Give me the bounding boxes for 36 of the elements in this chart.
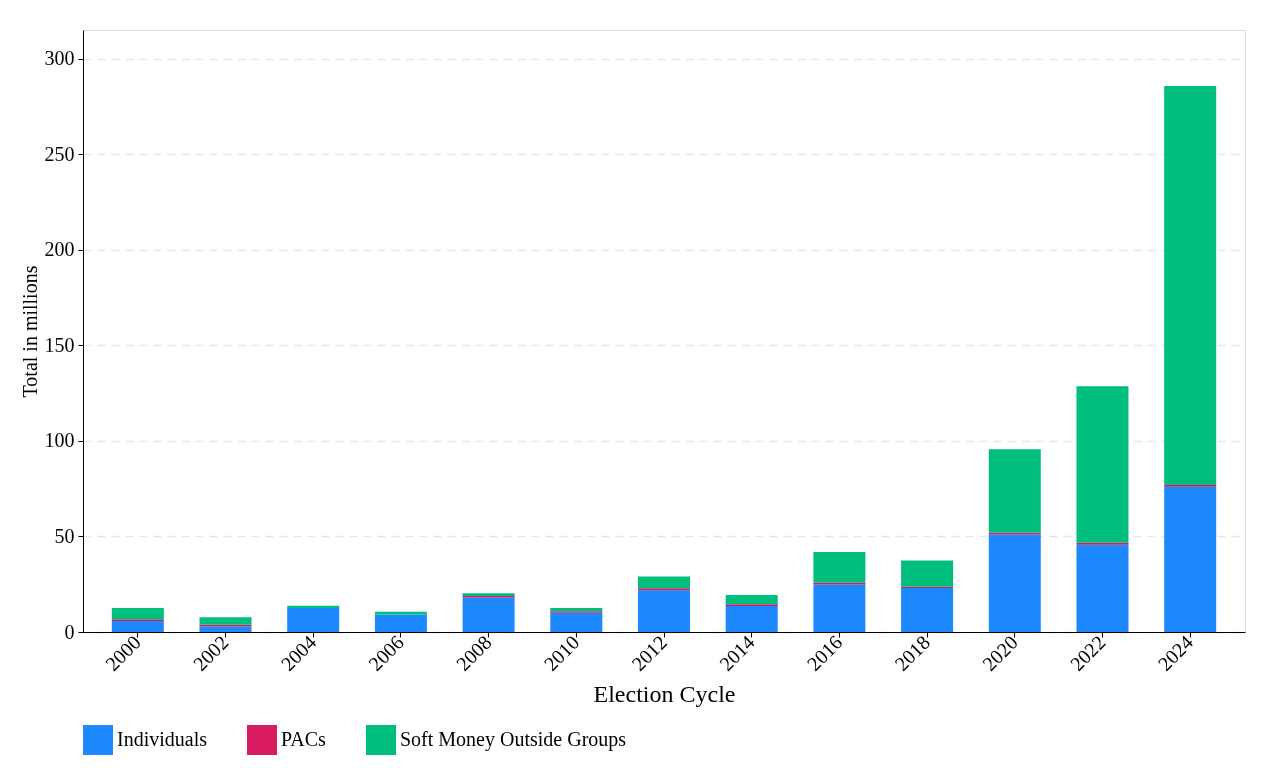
bar xyxy=(901,560,954,587)
bar xyxy=(1164,86,1217,486)
legend-label: Soft Money Outside Groups xyxy=(400,728,627,751)
bar xyxy=(725,606,778,632)
bar xyxy=(725,595,778,605)
y-tick-label: 150 xyxy=(44,333,75,356)
y-tick-label: 250 xyxy=(44,142,75,165)
bar xyxy=(111,607,164,620)
bar xyxy=(1076,542,1129,545)
bar xyxy=(374,614,427,632)
bar xyxy=(638,588,690,591)
y-tick-label: 200 xyxy=(44,238,75,261)
bar xyxy=(813,584,866,632)
bar xyxy=(287,608,340,632)
bar xyxy=(1164,486,1217,632)
bar xyxy=(111,621,164,632)
bar xyxy=(988,534,1041,632)
y-axis-title: Total in millions xyxy=(18,265,41,398)
bar xyxy=(462,597,515,632)
bar xyxy=(199,626,252,632)
legend-label: Individuals xyxy=(117,728,208,750)
bar xyxy=(813,552,866,583)
bar xyxy=(638,590,690,632)
y-tick-label: 0 xyxy=(64,620,75,643)
y-tick-label: 300 xyxy=(44,47,75,70)
bar xyxy=(1076,386,1129,543)
legend-label: PACs xyxy=(281,728,327,750)
y-tick-label: 100 xyxy=(44,429,75,452)
bar xyxy=(988,449,1041,533)
bar xyxy=(1076,544,1129,632)
bar xyxy=(901,588,954,632)
x-axis-title: Election Cycle xyxy=(593,680,736,707)
bar xyxy=(199,617,252,625)
bar xyxy=(638,576,690,589)
y-tick-label: 50 xyxy=(54,524,75,547)
bar xyxy=(550,612,603,632)
